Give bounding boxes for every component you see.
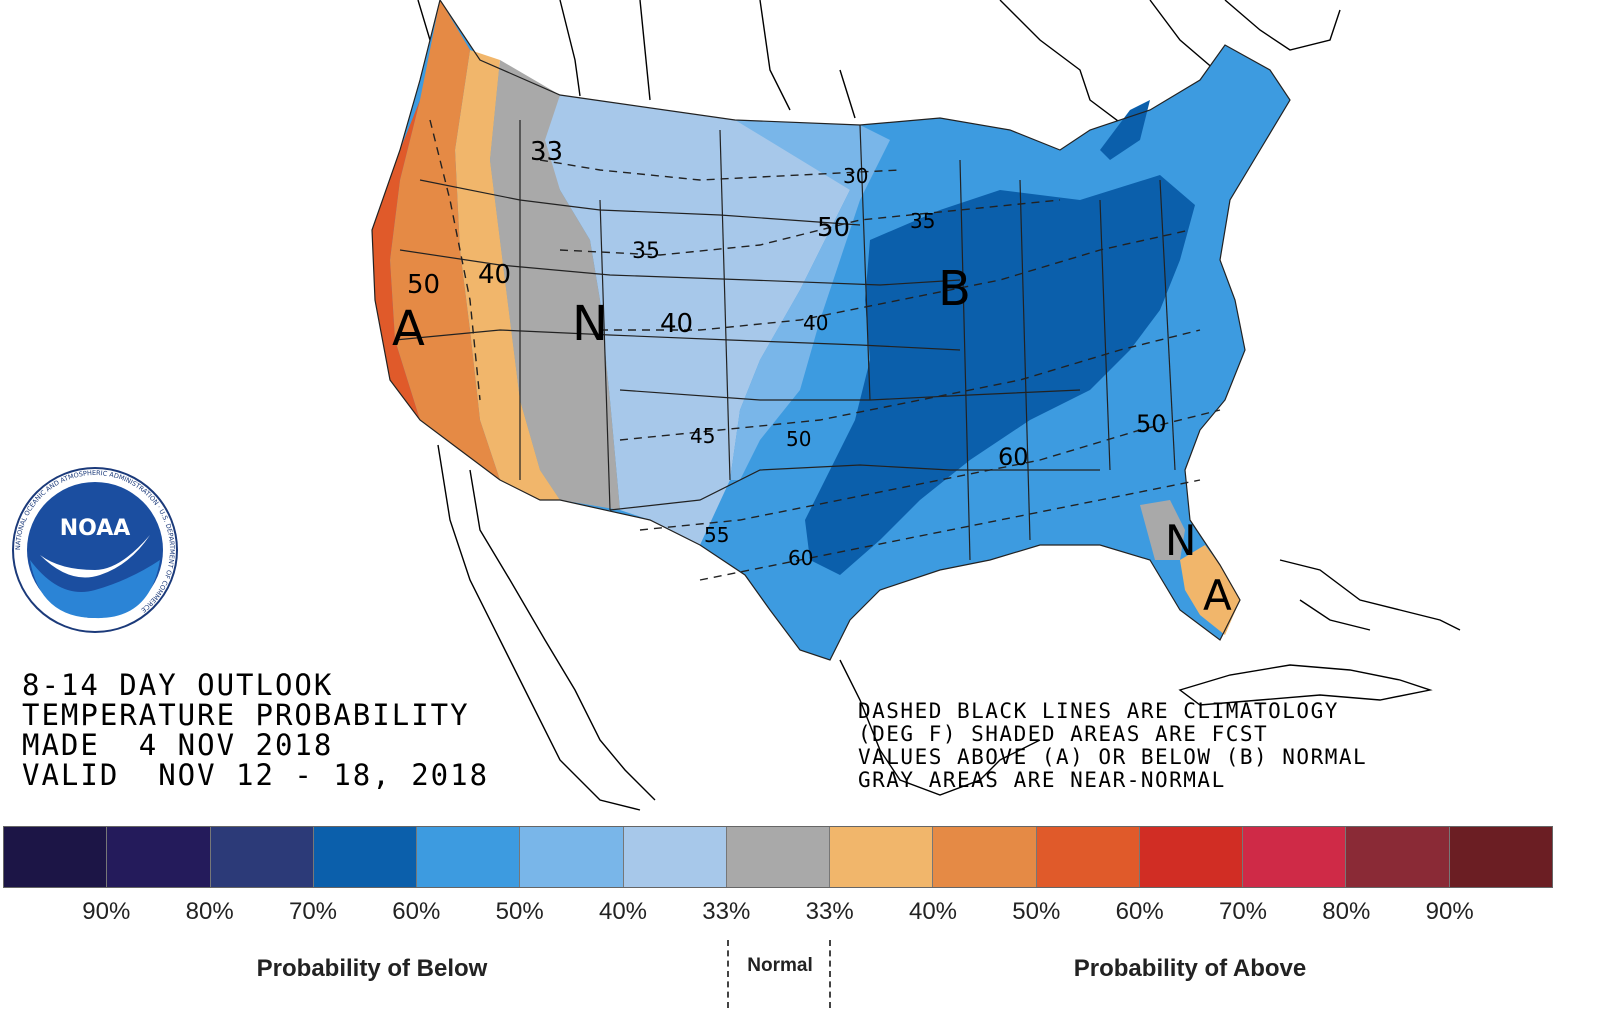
- legend-swatch: [210, 827, 314, 887]
- neighbor-borders: [417, 0, 1461, 811]
- title-line-1: 8-14 DAY OUTLOOK: [22, 668, 334, 702]
- label-normal-west: N: [572, 296, 608, 352]
- climatology-values: 33 30 35 50 35 50 40 40 40 45 50 55 60 6…: [407, 137, 1167, 570]
- normal-divider-right: [829, 940, 831, 1008]
- clim-label: 33: [530, 137, 563, 167]
- outlook-notes: DASHED BLACK LINES ARE CLIMATOLOGY (DEG F…: [858, 700, 1367, 792]
- legend-swatch: [830, 827, 934, 887]
- legend-tick: 50%: [495, 898, 544, 925]
- caption-probability-below: Probability of Below: [256, 955, 488, 982]
- label-normal-florida: N: [1165, 516, 1196, 565]
- legend-swatch: [1449, 827, 1552, 887]
- legend-tick: 90%: [82, 898, 131, 925]
- note-line-3: VALUES ABOVE (A) OR BELOW (B) NORMAL: [858, 745, 1368, 769]
- title-line-2: TEMPERATURE PROBABILITY: [22, 698, 470, 732]
- note-line-4: GRAY AREAS ARE NEAR-NORMAL: [858, 768, 1226, 792]
- outlook-title: 8-14 DAY OUTLOOK TEMPERATURE PROBABILITY M…: [22, 670, 489, 790]
- legend-tick: 50%: [1012, 898, 1061, 925]
- clim-label: 55: [704, 523, 729, 547]
- clim-label: 35: [910, 209, 935, 233]
- label-below-east: B: [938, 261, 971, 317]
- clim-label: 60: [788, 546, 813, 570]
- logo-text: NOAA: [60, 516, 131, 541]
- clim-label: 35: [632, 239, 660, 264]
- label-above-west: A: [392, 301, 425, 357]
- legend-swatch: [623, 827, 727, 887]
- clim-label: 60: [998, 443, 1029, 471]
- legend-swatch: [933, 827, 1037, 887]
- clim-label: 50: [817, 213, 850, 243]
- title-line-3: MADE 4 NOV 2018: [22, 728, 334, 762]
- region-letters: A N B N A: [392, 261, 1232, 620]
- clim-label: 40: [803, 311, 828, 335]
- note-line-2: (DEG F) SHADED AREAS ARE FCST: [858, 722, 1269, 746]
- legend-tick: 33%: [805, 898, 854, 925]
- label-above-florida: A: [1203, 571, 1232, 620]
- legend-swatch: [726, 827, 831, 887]
- probability-regions: [372, 0, 1290, 660]
- legend-swatch: [520, 827, 624, 887]
- state-boundaries: [371, 0, 1291, 661]
- legend-tick: 90%: [1425, 898, 1474, 925]
- legend-tick: 70%: [288, 898, 338, 925]
- clim-label: 50: [1136, 410, 1167, 438]
- legend-swatch: [1346, 827, 1450, 887]
- legend-tick: 80%: [1322, 898, 1371, 925]
- clim-label: 40: [660, 309, 693, 339]
- clim-label: 45: [690, 424, 715, 448]
- legend-swatch: [1139, 827, 1244, 887]
- legend-tick: 80%: [185, 898, 234, 925]
- legend-tick: 60%: [1115, 898, 1164, 925]
- clim-label: 50: [786, 427, 811, 451]
- legend-swatch: [4, 827, 108, 887]
- color-legend: [3, 826, 1553, 888]
- legend-swatch: [313, 827, 418, 887]
- normal-divider-left: [727, 940, 729, 1008]
- caption-probability-above: Probability of Above: [1073, 955, 1307, 982]
- legend-tick: 40%: [598, 898, 648, 925]
- legend-tick: 33%: [702, 898, 751, 925]
- legend-tick: 60%: [392, 898, 441, 925]
- title-line-4: VALID NOV 12 - 18, 2018: [22, 758, 490, 792]
- legend-swatch: [1243, 827, 1347, 887]
- clim-label: 40: [478, 260, 511, 290]
- climatology-lines: [429, 119, 1221, 581]
- legend-tick: 70%: [1218, 898, 1268, 925]
- noaa-logo: NOAA NATIONAL OCEANIC AND ATMOSPHERIC AD…: [12, 467, 178, 633]
- caption-normal: Normal: [747, 955, 813, 976]
- legend-swatch: [1036, 827, 1140, 887]
- note-line-1: DASHED BLACK LINES ARE CLIMATOLOGY: [858, 699, 1339, 723]
- legend-swatch: [417, 827, 521, 887]
- legend-swatch: [107, 827, 211, 887]
- clim-label: 50: [407, 270, 440, 300]
- clim-label: 30: [843, 164, 868, 188]
- legend-tick: 40%: [908, 898, 958, 925]
